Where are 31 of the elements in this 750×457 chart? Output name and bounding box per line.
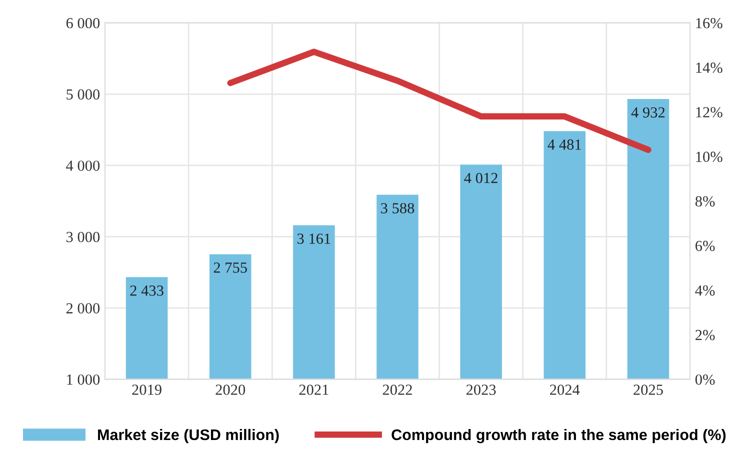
x-tick-label: 2019 — [132, 384, 162, 395]
y-tick-label: 3 000 — [66, 232, 100, 242]
legend-label: Market size (USD million) — [98, 428, 279, 444]
data-label: 2 755 — [214, 262, 247, 273]
data-label: 3 588 — [381, 203, 414, 214]
data-label: 4 012 — [464, 172, 498, 184]
data-label: 4 481 — [548, 139, 581, 150]
y2-tick-label: 10% — [696, 152, 722, 162]
y-tick-label: 1 000 — [67, 374, 100, 385]
y2-tick-label: 4% — [695, 285, 715, 296]
y2-tick-label: 0% — [695, 374, 715, 385]
x-tick-label: 2021 — [299, 384, 328, 395]
legend-label: Compound growth rate in the same period (%) — [392, 428, 726, 444]
x-tick-label: 2022 — [382, 384, 412, 395]
y2-tick-label: 14% — [696, 62, 722, 73]
x-tick-label: 2020 — [216, 384, 246, 395]
y-tick-label: 2 000 — [66, 303, 100, 314]
y2-tick-label: 2% — [696, 330, 715, 340]
y-tick-label: 5 000 — [66, 89, 100, 100]
y2-tick-label: 8% — [695, 196, 715, 207]
y2-tick-label: 12% — [696, 107, 722, 118]
y-tick-label: 4 000 — [66, 160, 100, 171]
y2-tick-label: 6% — [696, 240, 715, 252]
data-label: 2 433 — [130, 285, 164, 296]
data-label: 4 932 — [631, 107, 665, 118]
y-tick-label: 6 000 — [66, 18, 100, 28]
y2-tick-label: 16% — [696, 18, 722, 28]
x-tick-label: 2023 — [466, 384, 496, 395]
x-tick-label: 2025 — [634, 384, 663, 395]
x-tick-label: 2024 — [550, 384, 580, 395]
data-label: 3 161 — [297, 234, 330, 244]
